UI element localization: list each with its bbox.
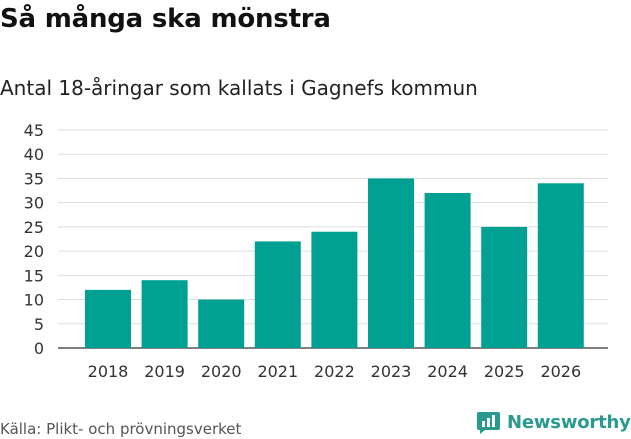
y-tick-label: 30 bbox=[24, 194, 44, 213]
x-tick-label: 2023 bbox=[371, 362, 412, 381]
bar-2024 bbox=[424, 192, 471, 348]
newsworthy-logo-icon bbox=[477, 411, 500, 434]
x-tick-label: 2024 bbox=[427, 362, 468, 381]
x-tick-label: 2025 bbox=[484, 362, 525, 381]
x-tick-label: 2026 bbox=[540, 362, 581, 381]
y-tick-label: 10 bbox=[24, 291, 44, 310]
x-tick-label: 2019 bbox=[144, 362, 185, 381]
y-tick-label: 20 bbox=[24, 242, 44, 261]
brand-name: Newsworthy bbox=[507, 411, 631, 433]
y-tick-label: 35 bbox=[24, 169, 44, 188]
y-tick-label: 25 bbox=[24, 218, 44, 237]
x-tick-label: 2021 bbox=[257, 362, 298, 381]
x-axis-tick-labels: 2018 2019 2020 2021 2022 2023 2024 2025 2026 bbox=[88, 362, 582, 381]
y-tick-label: 0 bbox=[34, 339, 44, 358]
y-axis-tick-labels: 0 5 10 15 20 25 30 35 40 45 bbox=[24, 121, 44, 358]
y-tick-label: 5 bbox=[34, 315, 44, 334]
bar-2021 bbox=[254, 241, 301, 348]
y-tick-label: 15 bbox=[24, 266, 44, 285]
chart-title: Så många ska mönstra bbox=[0, 4, 331, 34]
bar-2022 bbox=[311, 231, 358, 348]
x-tick-label: 2022 bbox=[314, 362, 355, 381]
bars bbox=[85, 178, 584, 348]
x-tick-label: 2018 bbox=[88, 362, 129, 381]
bar-2026 bbox=[537, 183, 584, 348]
bar-2023 bbox=[368, 178, 414, 348]
bar-2019 bbox=[141, 280, 188, 348]
y-tick-label: 40 bbox=[24, 145, 44, 164]
chart-subtitle: Antal 18-åringar som kallats i Gagnefs k… bbox=[0, 76, 478, 100]
source-note: Källa: Plikt- och prövningsverket bbox=[0, 420, 242, 438]
y-tick-label: 45 bbox=[24, 121, 44, 140]
bar-2020 bbox=[198, 299, 245, 348]
bar-2018 bbox=[85, 289, 131, 348]
brand-logo: Newsworthy bbox=[476, 408, 631, 436]
x-tick-label: 2020 bbox=[201, 362, 242, 381]
bar-2025 bbox=[481, 226, 528, 348]
